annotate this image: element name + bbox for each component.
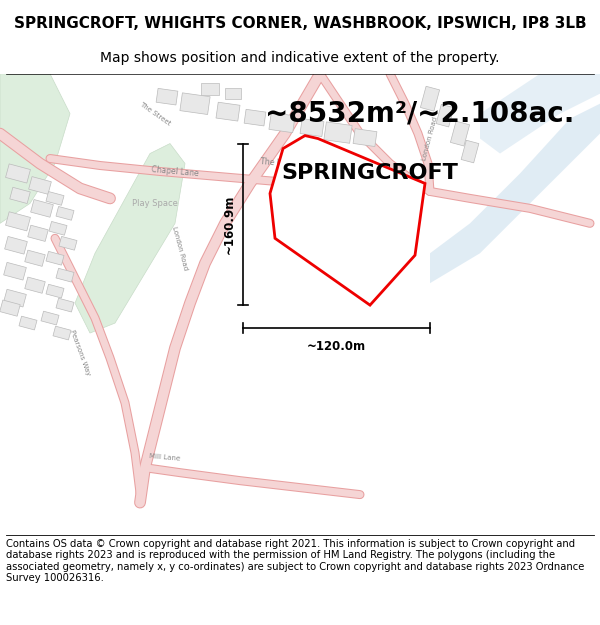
Bar — [41, 311, 59, 325]
Bar — [324, 122, 352, 143]
Bar — [201, 82, 219, 95]
Bar — [5, 236, 28, 254]
Text: Chapel Lane: Chapel Lane — [151, 165, 199, 178]
Text: London Road: London Road — [171, 226, 189, 271]
Bar — [180, 93, 210, 114]
Bar — [10, 188, 30, 204]
Polygon shape — [75, 144, 185, 333]
Bar — [46, 191, 64, 205]
Bar — [421, 86, 440, 111]
Bar — [5, 164, 31, 183]
Bar — [0, 300, 20, 316]
Text: Map shows position and indicative extent of the property.: Map shows position and indicative extent… — [100, 51, 500, 64]
Bar — [29, 177, 52, 194]
Text: SPRINGCROFT: SPRINGCROFT — [281, 164, 458, 184]
Bar — [19, 316, 37, 330]
Bar — [353, 129, 377, 146]
Bar — [4, 262, 26, 280]
Bar — [25, 277, 45, 293]
Text: ~120.0m: ~120.0m — [307, 339, 366, 352]
Text: The Marvens: The Marvens — [260, 157, 310, 170]
Bar — [216, 102, 240, 121]
Bar — [269, 112, 295, 132]
Bar — [59, 236, 77, 250]
Text: London Road: London Road — [421, 116, 439, 161]
Polygon shape — [270, 136, 425, 305]
Bar — [31, 199, 53, 217]
Text: The Street: The Street — [139, 101, 172, 126]
Text: Play Space: Play Space — [132, 199, 178, 208]
Text: Pearsons Way: Pearsons Way — [69, 329, 91, 377]
Bar — [244, 109, 266, 126]
Bar — [28, 225, 48, 241]
Bar — [25, 250, 45, 266]
Polygon shape — [430, 104, 600, 283]
Polygon shape — [0, 74, 70, 223]
Bar — [56, 268, 74, 282]
Bar — [5, 212, 31, 231]
Bar — [53, 326, 71, 340]
Bar — [156, 88, 178, 105]
Text: ~160.9m: ~160.9m — [223, 194, 235, 254]
Text: Mill Lane: Mill Lane — [149, 453, 181, 462]
Bar — [4, 289, 26, 307]
Bar — [340, 226, 360, 240]
Text: Contains OS data © Crown copyright and database right 2021. This information is : Contains OS data © Crown copyright and d… — [6, 539, 584, 583]
Text: ~8532m²/~2.108ac.: ~8532m²/~2.108ac. — [265, 99, 574, 127]
Bar — [56, 206, 74, 220]
Bar — [367, 233, 383, 244]
Bar — [46, 251, 64, 265]
Text: SPRINGCROFT, WHIGHTS CORNER, WASHBROOK, IPSWICH, IP8 3LB: SPRINGCROFT, WHIGHTS CORNER, WASHBROOK, … — [14, 16, 586, 31]
Bar — [56, 298, 74, 312]
Bar — [46, 284, 64, 298]
Bar — [451, 121, 470, 146]
Bar — [225, 88, 241, 99]
Polygon shape — [480, 74, 600, 154]
Bar — [461, 140, 479, 163]
Bar — [436, 104, 454, 127]
Bar — [300, 119, 324, 136]
Bar — [49, 221, 67, 235]
